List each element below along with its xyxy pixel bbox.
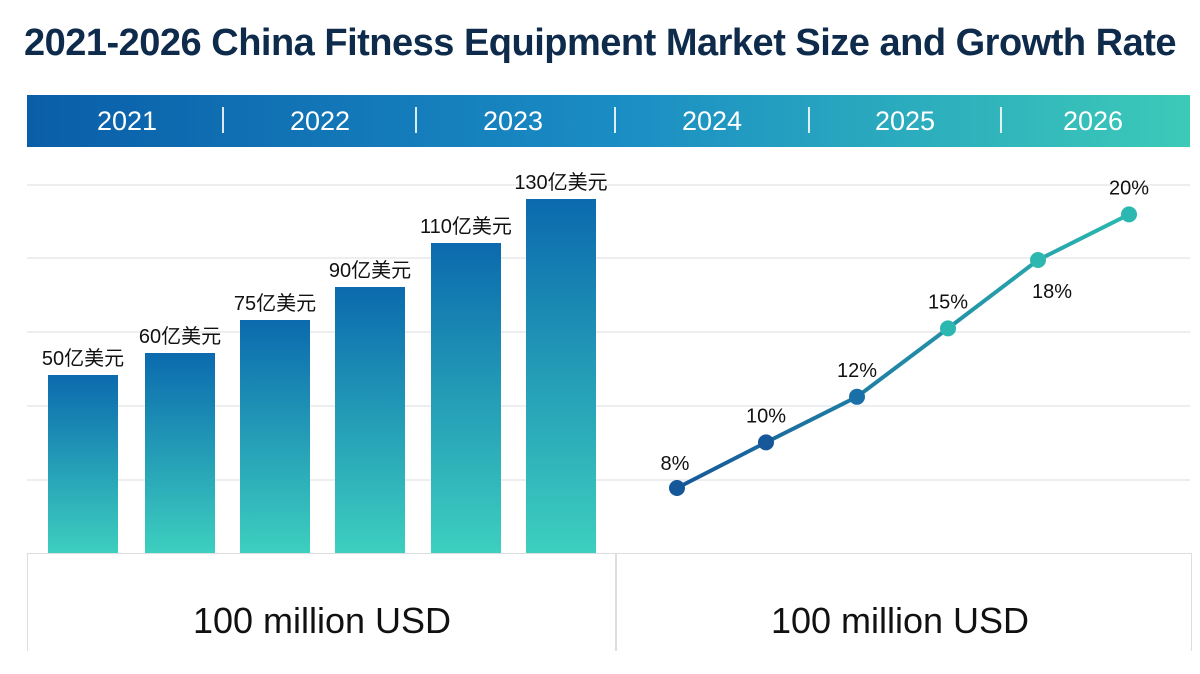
chart-title: 2021-2026 China Fitness Equipment Market… [23,22,1177,64]
line-data-label: 8% [661,453,690,475]
line-data-label: 10% [746,405,786,427]
right-unit-panel [615,553,1192,651]
line-data-label: 12% [837,360,877,382]
bar-2021 [48,375,118,553]
year-label: 2023 [482,106,544,136]
bar-2023 [240,320,310,553]
bar-2022 [145,353,215,553]
year-label: 2021 [96,106,158,136]
year-label: 2026 [1062,106,1124,136]
line-point-2022 [758,434,774,451]
bar-data-label: 75亿美元 [234,292,316,315]
growth-line [676,212,1130,490]
bar-2026 [526,199,596,553]
separator [415,107,417,133]
separator [614,107,616,133]
line-point-2021 [669,480,685,496]
bar-data-label: 50亿美元 [42,347,124,370]
separator [808,107,810,133]
line-data-label: 20% [1109,177,1149,199]
line-data-label: 18% [1032,281,1072,303]
year-label: 2025 [874,106,936,136]
left-unit-panel [27,553,617,651]
line-point-2026 [1121,206,1137,223]
left-unit-label: 100 million USD [192,600,452,641]
bar-data-label: 130亿美元 [514,171,607,194]
line-data-label: 15% [928,291,968,313]
bar-2025 [431,243,501,553]
bar-data-label: 90亿美元 [329,259,411,282]
bar-data-label: 60亿美元 [139,325,221,348]
line-point-2024 [940,320,956,337]
separator [1000,107,1002,133]
year-label: 2022 [289,106,351,136]
separator [222,107,224,133]
line-point-2025 [1030,252,1046,268]
right-unit-label: 100 million USD [770,600,1030,641]
year-label: 2024 [681,106,743,136]
bar-data-label: 110亿美元 [420,215,512,238]
year-banner: 2021 2022 2023 2024 2025 2026 [27,95,1190,147]
bar-2024 [335,287,405,553]
line-point-2023 [849,388,865,405]
